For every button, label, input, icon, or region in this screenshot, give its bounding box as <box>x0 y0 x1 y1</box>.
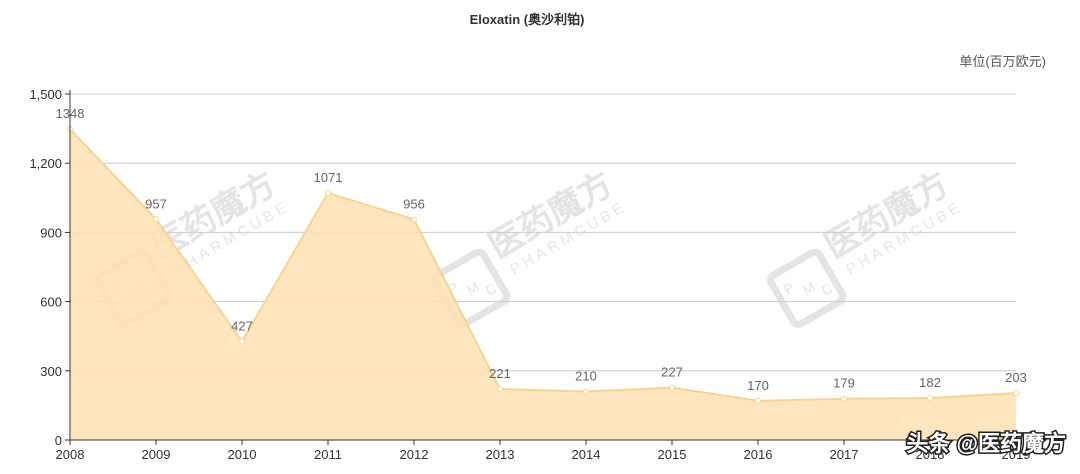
data-label: 179 <box>833 376 855 391</box>
series-line <box>69 128 1017 402</box>
data-point <box>755 397 761 404</box>
y-tick-label: 1,500 <box>29 87 62 102</box>
watermark-badge-letter: P <box>781 279 797 298</box>
axes: 0 300 600 900 1,200 1,500 2008 2009 2010 2011 2012… <box>29 87 1030 462</box>
x-tick-label: 2008 <box>56 447 85 462</box>
data-point <box>239 338 245 345</box>
y-tick-label: 600 <box>40 295 62 310</box>
data-point <box>927 395 933 402</box>
watermark-badge-letter: M <box>800 278 818 298</box>
x-tick-label: 2016 <box>744 447 773 462</box>
x-tick-label: 2009 <box>142 447 171 462</box>
data-point <box>411 216 417 223</box>
x-tick-label: 2012 <box>400 447 429 462</box>
chart-title: Eloxatin (奥沙利铂) <box>470 12 585 27</box>
data-point <box>583 388 589 395</box>
data-point <box>497 386 503 393</box>
y-tick-label: 900 <box>40 225 62 240</box>
data-label: 957 <box>145 196 167 211</box>
data-label: 427 <box>231 319 253 334</box>
x-tick-label: 2018 <box>916 447 945 462</box>
area-fill <box>70 129 1016 440</box>
data-point <box>841 395 847 402</box>
watermark-layer: PMC医药魔方PHARMCUBEPMC医药魔方PHARMCUBEPMC医药魔方P… <box>94 165 966 328</box>
data-point <box>1013 390 1019 397</box>
data-label: 203 <box>1005 370 1027 385</box>
area-series <box>67 126 1019 440</box>
data-point <box>669 384 675 391</box>
x-tick-label: 2019 <box>1002 447 1031 462</box>
data-point <box>153 216 159 223</box>
data-point <box>325 189 331 196</box>
x-tick-label: 2017 <box>830 447 859 462</box>
data-label: 956 <box>403 196 425 211</box>
x-tick-label: 2014 <box>572 447 601 462</box>
data-label: 170 <box>747 378 769 393</box>
unit-label: 单位(百万欧元) <box>959 54 1046 69</box>
x-tick-label: 2015 <box>658 447 687 462</box>
data-label: 182 <box>919 375 941 390</box>
credit-watermark: 头条 @医药魔方 <box>906 431 1066 456</box>
y-tick-label: 300 <box>40 364 62 379</box>
y-tick-label: 0 <box>55 433 62 448</box>
data-label: 1348 <box>56 106 85 121</box>
x-tick-label: 2010 <box>228 447 257 462</box>
data-labels: 1348 957 427 1071 956 221 210 227 170 179 182 203 <box>56 106 1027 393</box>
data-label: 227 <box>661 365 683 380</box>
data-label: 221 <box>489 366 511 381</box>
x-tick-label: 2013 <box>486 447 515 462</box>
x-tick-label: 2011 <box>314 447 342 462</box>
y-tick-label: 1,200 <box>29 156 62 171</box>
data-label: 1071 <box>314 170 343 185</box>
watermark-badge-letter: M <box>464 278 482 298</box>
watermark-badge-icon <box>767 248 847 328</box>
data-label: 210 <box>575 369 597 384</box>
